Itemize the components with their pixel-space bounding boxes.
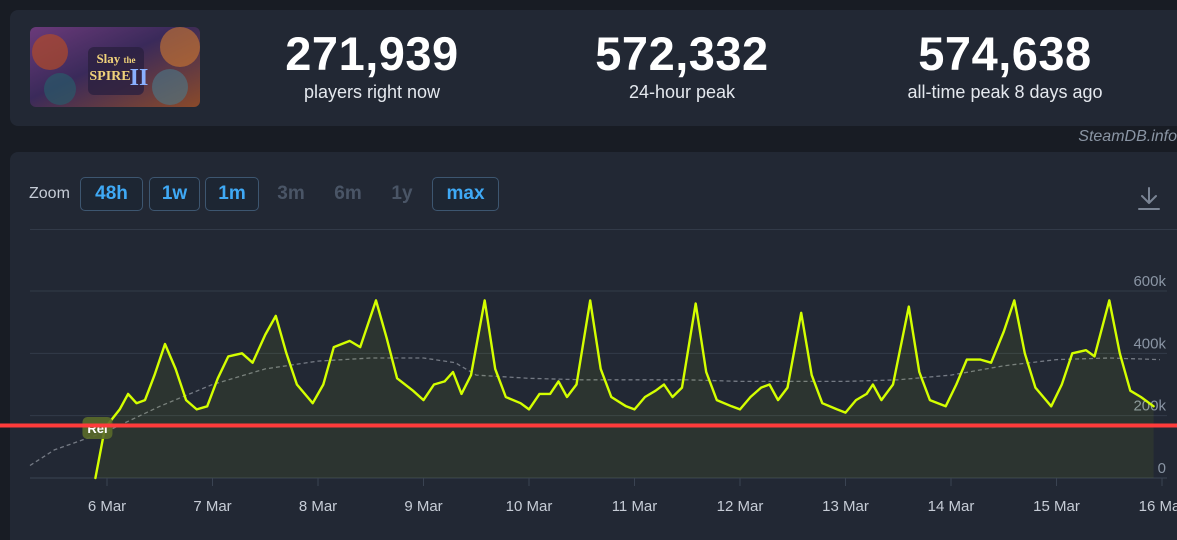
stat-label: 24-hour peak [628, 82, 736, 102]
x-tick-label: 12 Mar [717, 498, 764, 515]
banner-word-slay: Slay [96, 51, 120, 66]
y-tick-label: 0 [1158, 460, 1166, 477]
x-tick-label: 6 Mar [88, 498, 126, 515]
x-tick-label: 7 Mar [193, 498, 231, 515]
download-icon[interactable] [1136, 185, 1162, 213]
svg-text:Slay the: Slay the [96, 51, 135, 66]
x-tick-label: 16 Mar [1139, 498, 1177, 515]
stat-value: 572,332 [595, 27, 769, 80]
zoom-6m-button: 6m [334, 183, 362, 204]
x-tick-label: 11 Mar [612, 498, 658, 515]
game-banner-image[interactable]: Slay the SPIRE II [30, 27, 200, 107]
zoom-label: Zoom [29, 185, 70, 202]
stats-panel: Slay the SPIRE II 271,939 players right … [10, 10, 1177, 126]
stat-current-players: 271,939 players right now [222, 28, 522, 103]
y-tick-label: 600k [1133, 273, 1166, 290]
release-flag [82, 417, 113, 439]
stat-value: 574,638 [918, 27, 1092, 80]
zoom-1m-button[interactable]: 1m [205, 177, 259, 211]
x-tick-label: 9 Mar [404, 498, 442, 515]
banner-word-the: the [124, 55, 136, 65]
x-tick-label: 15 Mar [1033, 498, 1080, 515]
x-tick-label: 8 Mar [299, 498, 337, 515]
chart-panel: Zoom 48h 1w 1m 3m 6m 1y max [10, 152, 1177, 540]
zoom-max-button[interactable]: max [432, 177, 499, 211]
y-tick-label: 200k [1133, 398, 1166, 415]
banner-word-spire: SPIRE [89, 69, 130, 84]
x-tick-label: 10 Mar [506, 498, 553, 515]
stat-label: players right now [303, 82, 441, 102]
x-tick-label: 13 Mar [822, 498, 869, 515]
y-tick-label: 400k [1133, 335, 1166, 352]
stat-all-time-peak: 574,638 all-time peak 8 days ago [855, 28, 1155, 103]
stat-24h-peak: 572,332 24-hour peak [532, 28, 832, 103]
stat-value: 271,939 [285, 27, 459, 80]
chart-top-rule [30, 229, 1177, 230]
zoom-1y-button: 1y [391, 183, 413, 204]
zoom-48h-button[interactable]: 48h [80, 177, 143, 211]
series-players-line [94, 299, 1155, 480]
series-players-area [95, 300, 1154, 478]
banner-numeral: II [130, 65, 149, 91]
steamdb-credit[interactable]: SteamDB.info [1078, 128, 1177, 145]
zoom-1w-button[interactable]: 1w [149, 177, 200, 211]
release-flag-label: Rel [87, 421, 107, 436]
stat-label: all-time peak 8 days ago [907, 82, 1103, 102]
x-tick-label: 14 Mar [928, 498, 975, 515]
zoom-3m-button: 3m [277, 183, 305, 204]
